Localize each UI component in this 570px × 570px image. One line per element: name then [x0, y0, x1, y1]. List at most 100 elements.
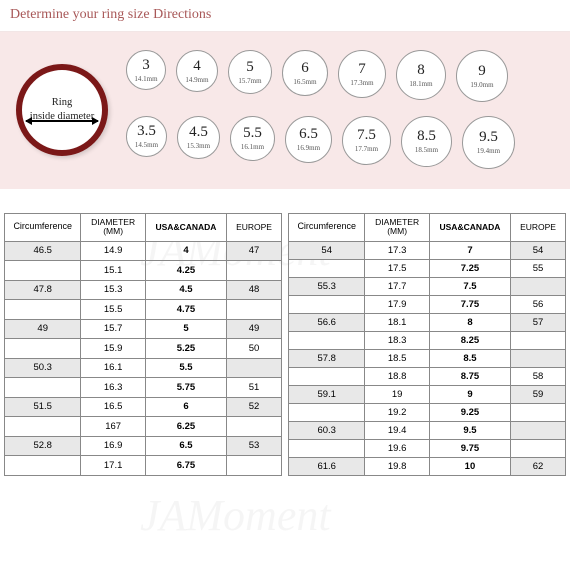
table-cell	[289, 367, 365, 385]
table-cell: 9.5	[429, 421, 510, 439]
table-cell: 55	[511, 259, 566, 277]
th-usa-canada: USA&CANADA	[429, 214, 510, 242]
table-cell: 15.3	[81, 280, 145, 300]
size-number: 3	[142, 58, 150, 73]
table-cell: 19.6	[365, 439, 429, 457]
table-cell	[5, 417, 81, 437]
table-cell: 62	[511, 457, 566, 475]
table-cell: 16.5	[81, 397, 145, 417]
size-mm: 16.5mm	[293, 78, 316, 86]
size-number: 6	[301, 61, 309, 76]
size-number: 4.5	[189, 125, 208, 140]
table-cell: 9.25	[429, 403, 510, 421]
table-cell: 7.75	[429, 295, 510, 313]
table-cell	[5, 300, 81, 320]
table-cell: 19.2	[365, 403, 429, 421]
table-cell: 167	[81, 417, 145, 437]
size-mm: 15.7mm	[238, 77, 261, 85]
th-diameter: DIAMETER(MM)	[365, 214, 429, 242]
table-row: 19.29.25	[289, 403, 566, 421]
table-row: 61.619.81062	[289, 457, 566, 475]
table-cell: 4.75	[145, 300, 226, 320]
table-cell: 52.8	[5, 436, 81, 456]
table-cell: 47	[227, 241, 282, 261]
size-circle: 6.5 16.9mm	[285, 116, 332, 163]
size-mm: 19.4mm	[477, 147, 500, 155]
size-circle: 414.9mm	[176, 50, 218, 92]
table-cell	[227, 261, 282, 281]
size-mm: 18.1mm	[409, 80, 432, 88]
size-number: 8.5	[417, 129, 436, 144]
table-cell: 7.25	[429, 259, 510, 277]
table-cell: 17.1	[81, 456, 145, 476]
table-cell	[511, 277, 566, 295]
table-cell: 7.5	[429, 277, 510, 295]
size-circle: 9 19.0mm	[456, 50, 508, 102]
size-mm: 16.9mm	[297, 144, 320, 152]
table-cell	[5, 261, 81, 281]
table-cell	[289, 439, 365, 457]
table-cell: 59.1	[289, 385, 365, 403]
size-circle: 314.1mm	[126, 50, 166, 90]
watermark-3: JAMoment	[140, 490, 331, 541]
table-cell: 4.25	[145, 261, 226, 281]
table-row: 60.319.49.5	[289, 421, 566, 439]
table-cell	[511, 421, 566, 439]
size-circle: 7.5 17.7mm	[342, 116, 391, 165]
table-cell	[289, 331, 365, 349]
size-circles-grid: 314.1mm414.9mm515.7mm 6 16.5mm 717.3mm 8 18.1…	[126, 50, 515, 169]
size-tables-section: Circumference DIAMETER(MM) USA&CANADA EU…	[0, 189, 570, 476]
size-circle: 515.7mm	[228, 50, 272, 94]
size-mm: 16.1mm	[241, 143, 264, 151]
table-row: 16.35.7551	[5, 378, 282, 398]
table-row: 18.88.7558	[289, 367, 566, 385]
size-circle: 5.5 16.1mm	[230, 116, 275, 161]
ring-size-circles-section: Ring inside diameter 314.1mm414.9mm515.7…	[0, 32, 570, 189]
table-cell: 19.8	[365, 457, 429, 475]
table-row: 15.14.25	[5, 261, 282, 281]
table-row: 17.97.7556	[289, 295, 566, 313]
table-cell: 47.8	[5, 280, 81, 300]
size-number: 4	[193, 59, 201, 74]
table-cell: 8.75	[429, 367, 510, 385]
th-europe: EUROPE	[511, 214, 566, 242]
size-mm: 17.7mm	[355, 145, 378, 153]
size-circle: 717.3mm	[338, 50, 386, 98]
table-cell: 4	[145, 241, 226, 261]
table-cell: 16.3	[81, 378, 145, 398]
table-cell: 19.4	[365, 421, 429, 439]
diameter-arrow	[26, 120, 98, 122]
table-row: 15.54.75	[5, 300, 282, 320]
table-cell	[227, 300, 282, 320]
table-cell: 18.8	[365, 367, 429, 385]
table-cell: 9	[429, 385, 510, 403]
size-mm: 19.0mm	[470, 81, 493, 89]
size-number: 9	[478, 64, 486, 79]
size-number: 6.5	[299, 127, 318, 142]
table-cell: 5	[145, 319, 226, 339]
table-row: 52.816.96.553	[5, 436, 282, 456]
size-number: 7.5	[357, 128, 376, 143]
ring-diameter-diagram: Ring inside diameter	[16, 64, 108, 156]
size-circle: 6 16.5mm	[282, 50, 328, 96]
table-cell	[5, 378, 81, 398]
table-cell: 18.5	[365, 349, 429, 367]
size-mm: 15.3mm	[187, 142, 210, 150]
table-cell: 52	[227, 397, 282, 417]
table-cell: 54	[511, 241, 566, 259]
table-row: 19.69.75	[289, 439, 566, 457]
table-cell	[511, 331, 566, 349]
size-table-right: Circumference DIAMETER(MM) USA&CANADA EU…	[288, 213, 566, 476]
table-cell: 7	[429, 241, 510, 259]
size-table-left: Circumference DIAMETER(MM) USA&CANADA EU…	[4, 213, 282, 476]
size-number: 8	[417, 63, 425, 78]
size-number: 5.5	[243, 126, 262, 141]
th-circumference: Circumference	[5, 214, 81, 242]
table-cell: 16.1	[81, 358, 145, 378]
table-cell: 17.7	[365, 277, 429, 295]
table-row: 17.57.2555	[289, 259, 566, 277]
table-row: 56.618.1857	[289, 313, 566, 331]
table-cell: 60.3	[289, 421, 365, 439]
table-cell: 50	[227, 339, 282, 359]
table-cell: 51	[227, 378, 282, 398]
